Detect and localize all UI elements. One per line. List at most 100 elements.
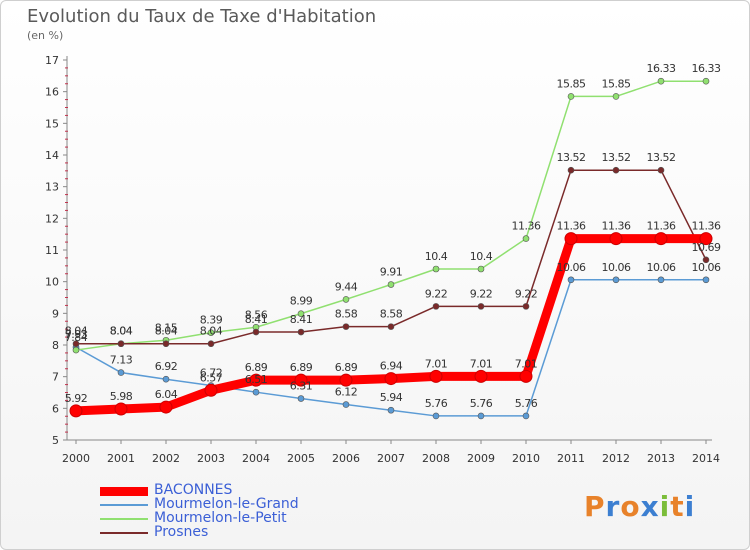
data-label: 8.58 bbox=[335, 308, 358, 321]
chart-unit: (en %) bbox=[27, 29, 64, 42]
data-point bbox=[159, 400, 173, 414]
data-point bbox=[69, 404, 83, 418]
x-tick-label: 2004 bbox=[242, 452, 270, 465]
x-tick-label: 2007 bbox=[377, 452, 405, 465]
data-label: 10.4 bbox=[470, 250, 493, 263]
legend-swatch bbox=[100, 532, 148, 534]
data-label: 8.56 bbox=[245, 308, 268, 321]
x-tick-label: 2014 bbox=[692, 452, 720, 465]
data-point bbox=[702, 77, 710, 85]
x-tick-label: 2002 bbox=[152, 452, 180, 465]
data-label: 11.36 bbox=[602, 220, 631, 233]
data-label: 9.22 bbox=[515, 287, 538, 300]
x-tick-label: 2001 bbox=[107, 452, 135, 465]
data-label: 9.22 bbox=[425, 287, 448, 300]
data-label: 5.76 bbox=[515, 397, 538, 410]
logo-letter: o bbox=[620, 490, 641, 523]
data-label: 11.36 bbox=[512, 220, 541, 233]
y-tick-label: 13 bbox=[45, 181, 59, 194]
data-point bbox=[342, 323, 350, 330]
data-point bbox=[252, 328, 260, 336]
data-point bbox=[72, 340, 80, 348]
logo-letter: P bbox=[584, 490, 606, 523]
data-point bbox=[207, 329, 215, 336]
x-tick-label: 2000 bbox=[62, 452, 90, 465]
data-label: 10.06 bbox=[602, 261, 631, 274]
data-point bbox=[657, 77, 665, 85]
data-label: 6.72 bbox=[200, 367, 223, 380]
legend-label: Mourmelon-le-Grand bbox=[154, 496, 299, 512]
data-label: 10.06 bbox=[647, 261, 676, 274]
data-label: 8.41 bbox=[245, 313, 268, 326]
x-tick-label: 2008 bbox=[422, 452, 450, 465]
data-point bbox=[387, 281, 395, 288]
data-label: 7.01 bbox=[515, 357, 538, 370]
data-label: 6.89 bbox=[290, 361, 313, 374]
data-point bbox=[612, 93, 620, 100]
data-point bbox=[657, 276, 665, 284]
data-label: 5.76 bbox=[470, 397, 493, 410]
data-label: 10.69 bbox=[692, 241, 721, 254]
data-label: 11.36 bbox=[692, 220, 721, 233]
data-label: 10.4 bbox=[425, 250, 448, 263]
data-label: 9.91 bbox=[380, 266, 403, 279]
data-point bbox=[162, 375, 170, 383]
data-label: 6.94 bbox=[380, 360, 403, 373]
data-label: 8.04 bbox=[155, 325, 178, 338]
data-label: 5.98 bbox=[110, 390, 133, 403]
data-point bbox=[612, 166, 620, 174]
data-point bbox=[117, 340, 125, 348]
x-tick-label: 2013 bbox=[647, 452, 675, 465]
data-label: 9.44 bbox=[335, 280, 358, 293]
data-point bbox=[432, 265, 440, 273]
data-label: 13.52 bbox=[647, 151, 676, 164]
chart-title: Evolution du Taux de Taxe d'Habitation bbox=[27, 6, 377, 27]
y-tick-label: 8 bbox=[52, 339, 59, 352]
data-point bbox=[567, 166, 575, 174]
data-point bbox=[342, 296, 350, 303]
data-label: 6.57 bbox=[200, 371, 223, 384]
logo-letter: i bbox=[659, 490, 671, 523]
data-label: 15.85 bbox=[602, 77, 631, 90]
data-label: 9.22 bbox=[470, 287, 493, 300]
legend-label: Prosnes bbox=[154, 524, 209, 540]
legend-label: Mourmelon-le-Petit bbox=[154, 510, 287, 526]
data-point bbox=[114, 402, 128, 416]
data-label: 6.04 bbox=[155, 388, 178, 401]
data-point bbox=[477, 303, 485, 310]
chart-axes: 5 6 7 8 9 10 11 12 13 14 15 16 17 2000 2001 2002 2003 200… bbox=[45, 54, 720, 465]
data-label: 13.52 bbox=[557, 151, 586, 164]
x-tick-label: 2010 bbox=[512, 452, 540, 465]
proxiti-logo: Proxiti bbox=[584, 490, 695, 523]
legend-swatch bbox=[100, 518, 148, 520]
data-label: 15.85 bbox=[557, 77, 586, 90]
data-point bbox=[654, 232, 668, 246]
y-tick-label: 9 bbox=[52, 307, 59, 320]
x-tick-label: 2005 bbox=[287, 452, 315, 465]
y-tick-label: 16 bbox=[45, 86, 59, 99]
data-label: 6.12 bbox=[335, 386, 358, 399]
data-label: 8.41 bbox=[290, 313, 313, 326]
data-point bbox=[207, 340, 215, 348]
data-point bbox=[567, 93, 575, 100]
data-point bbox=[522, 235, 530, 242]
x-tick-label: 2012 bbox=[602, 452, 630, 465]
data-point bbox=[249, 373, 263, 387]
data-point bbox=[162, 340, 170, 348]
legend-swatch bbox=[100, 504, 148, 506]
data-point bbox=[612, 276, 620, 284]
logo-letter: t bbox=[670, 490, 685, 523]
data-label: 8.04 bbox=[65, 325, 88, 338]
data-label: 8.04 bbox=[200, 325, 223, 338]
data-label: 7.01 bbox=[425, 357, 448, 370]
y-tick-label: 10 bbox=[45, 276, 59, 289]
x-tick-label: 2009 bbox=[467, 452, 495, 465]
y-tick-label: 14 bbox=[45, 149, 59, 162]
data-point bbox=[387, 406, 395, 414]
y-tick-label: 17 bbox=[45, 54, 59, 67]
data-label: 7.01 bbox=[470, 357, 493, 370]
data-point bbox=[432, 412, 440, 420]
data-point bbox=[387, 323, 395, 330]
logo-letter: r bbox=[605, 490, 621, 523]
